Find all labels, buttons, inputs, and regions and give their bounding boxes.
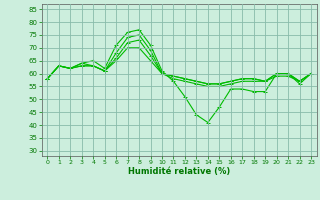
X-axis label: Humidité relative (%): Humidité relative (%) [128,167,230,176]
